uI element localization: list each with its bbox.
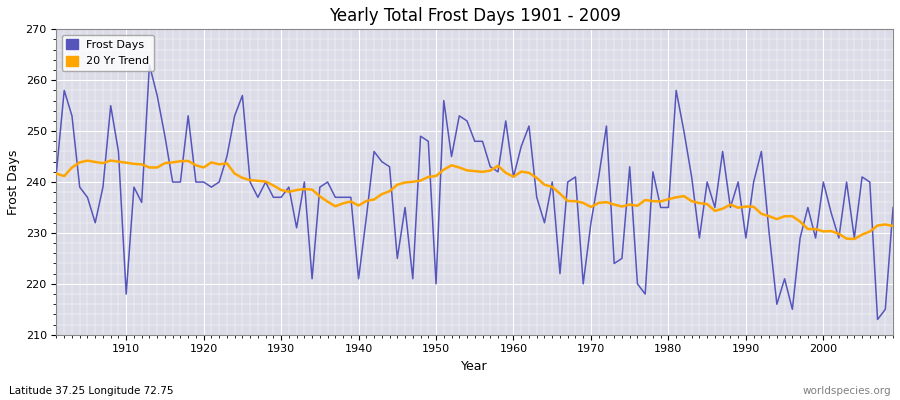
Text: worldspecies.org: worldspecies.org bbox=[803, 386, 891, 396]
Y-axis label: Frost Days: Frost Days bbox=[7, 149, 20, 215]
Title: Yearly Total Frost Days 1901 - 2009: Yearly Total Frost Days 1901 - 2009 bbox=[328, 7, 621, 25]
Text: Latitude 37.25 Longitude 72.75: Latitude 37.25 Longitude 72.75 bbox=[9, 386, 174, 396]
Legend: Frost Days, 20 Yr Trend: Frost Days, 20 Yr Trend bbox=[62, 35, 154, 71]
X-axis label: Year: Year bbox=[462, 360, 488, 373]
